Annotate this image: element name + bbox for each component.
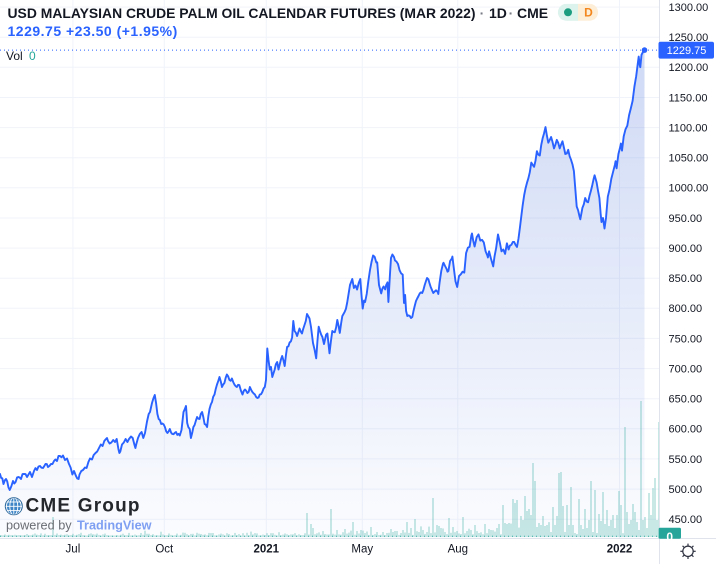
svg-text:1100.00: 1100.00 xyxy=(669,123,708,135)
svg-text:2021: 2021 xyxy=(254,544,280,556)
svg-text:1229.75: 1229.75 xyxy=(667,45,707,57)
svg-text:1250.00: 1250.00 xyxy=(669,32,709,44)
svg-text:950.00: 950.00 xyxy=(669,213,703,225)
svg-text:700.00: 700.00 xyxy=(669,364,703,376)
svg-text:550.00: 550.00 xyxy=(669,454,703,466)
svg-text:1000.00: 1000.00 xyxy=(669,183,709,195)
svg-text:600.00: 600.00 xyxy=(669,424,703,436)
svg-text:0: 0 xyxy=(29,49,36,63)
svg-text:powered by: powered by xyxy=(6,519,72,533)
svg-text:1150.00: 1150.00 xyxy=(669,92,708,104)
svg-text:750.00: 750.00 xyxy=(669,333,703,345)
svg-text:650.00: 650.00 xyxy=(669,394,703,406)
svg-text:Jul: Jul xyxy=(66,544,81,556)
svg-text:·: · xyxy=(480,5,485,21)
svg-text:1300.00: 1300.00 xyxy=(669,2,709,14)
svg-text:900.00: 900.00 xyxy=(669,243,703,255)
svg-text:May: May xyxy=(351,544,373,556)
svg-text:1050.00: 1050.00 xyxy=(669,153,709,165)
svg-text:1D: 1D xyxy=(489,5,507,21)
svg-text:1200.00: 1200.00 xyxy=(669,62,709,74)
svg-text:D: D xyxy=(584,6,593,20)
svg-text:800.00: 800.00 xyxy=(669,303,703,315)
svg-text:450.00: 450.00 xyxy=(669,514,703,526)
svg-text:Aug: Aug xyxy=(448,544,468,556)
svg-text:850.00: 850.00 xyxy=(669,273,703,285)
svg-text:Oct: Oct xyxy=(155,544,174,556)
svg-text:2022: 2022 xyxy=(607,544,633,556)
svg-text:CME Group: CME Group xyxy=(26,496,140,517)
svg-text:Vol: Vol xyxy=(6,49,23,63)
svg-text:USD MALAYSIAN CRUDE PALM OIL C: USD MALAYSIAN CRUDE PALM OIL CALENDAR FU… xyxy=(8,5,476,21)
svg-text:1229.75 +23.50 (+1.95%): 1229.75 +23.50 (+1.95%) xyxy=(8,23,178,39)
svg-text:TradingView: TradingView xyxy=(77,519,152,533)
svg-text:0: 0 xyxy=(666,530,673,544)
svg-text:·: · xyxy=(509,5,514,21)
svg-text:CME: CME xyxy=(517,5,548,21)
svg-text:500.00: 500.00 xyxy=(669,484,703,496)
